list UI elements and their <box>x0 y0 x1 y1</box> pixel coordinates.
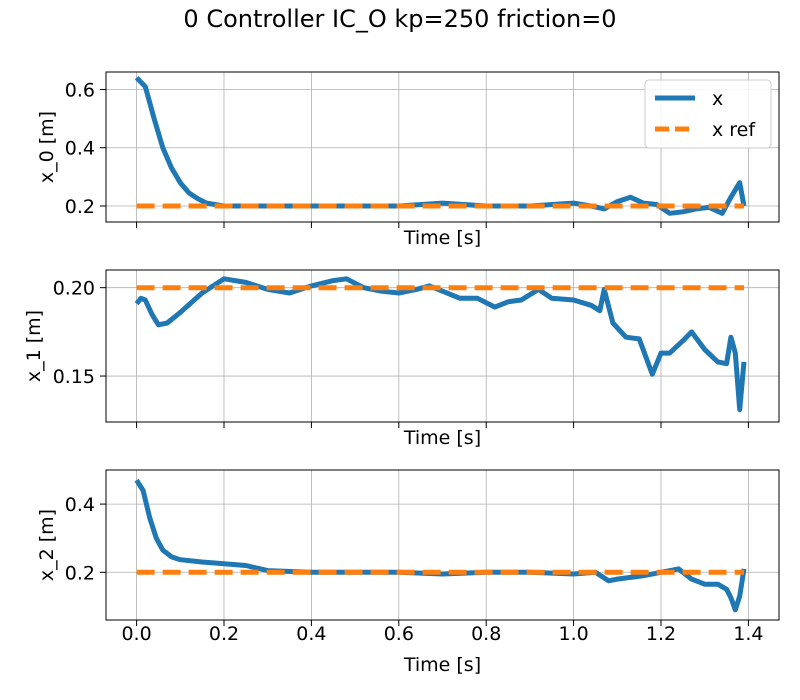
axes-frame <box>105 469 780 621</box>
series-group <box>134 276 747 413</box>
legend: x x ref <box>644 79 772 149</box>
x-axis-label: Time [s] <box>403 427 481 449</box>
y-tick-label: 0.2 <box>65 562 95 584</box>
x-tick-label: 0.2 <box>209 623 239 645</box>
x-tick-label: 0.8 <box>471 623 501 645</box>
axes-frame <box>105 71 780 223</box>
y-axis-label: x_0 [m] <box>36 111 58 183</box>
y-tick-label: 0.2 <box>65 196 95 218</box>
y-tick-label: 0.4 <box>65 138 95 160</box>
subplot-2: 0.15 0.20 Time [s] x_1 [m] <box>23 269 780 449</box>
axes-frame <box>105 269 780 423</box>
x-tick-label: 0.6 <box>384 623 414 645</box>
y-axis-label: x_2 [m] <box>36 509 58 581</box>
figure-title: 0 Controller IC_O kp=250 friction=0 <box>183 5 616 33</box>
x-axis-label: Time [s] <box>403 654 481 676</box>
y-tick-label: 0.4 <box>65 494 95 516</box>
y-tick-label: 0.6 <box>65 79 95 101</box>
legend-label: x <box>712 88 723 110</box>
series-x-line <box>134 478 747 613</box>
y-tick-label: 0.20 <box>53 278 95 300</box>
x-axis-label: Time [s] <box>403 227 481 249</box>
y-tick-label: 0.15 <box>53 366 95 388</box>
x-tick-label: 0.4 <box>296 623 326 645</box>
x-tick-label: 0.0 <box>121 623 151 645</box>
subplot-3: 0.0 0.2 0.4 0.6 0.8 1.0 1.2 1.4 0.2 0.4 Time [s] x_… <box>36 469 780 676</box>
x-tick-label: 1.0 <box>558 623 588 645</box>
series-group <box>134 478 747 613</box>
subplot-1: 0.2 0.4 0.6 Time [s] x_0 [m] x x ref <box>36 71 780 249</box>
y-axis-label: x_1 [m] <box>23 310 45 382</box>
x-tick-label: 1.4 <box>733 623 763 645</box>
x-tick-label: 1.2 <box>646 623 676 645</box>
legend-label: x ref <box>712 119 756 141</box>
series-group <box>134 76 747 216</box>
series-x-line <box>134 276 747 413</box>
